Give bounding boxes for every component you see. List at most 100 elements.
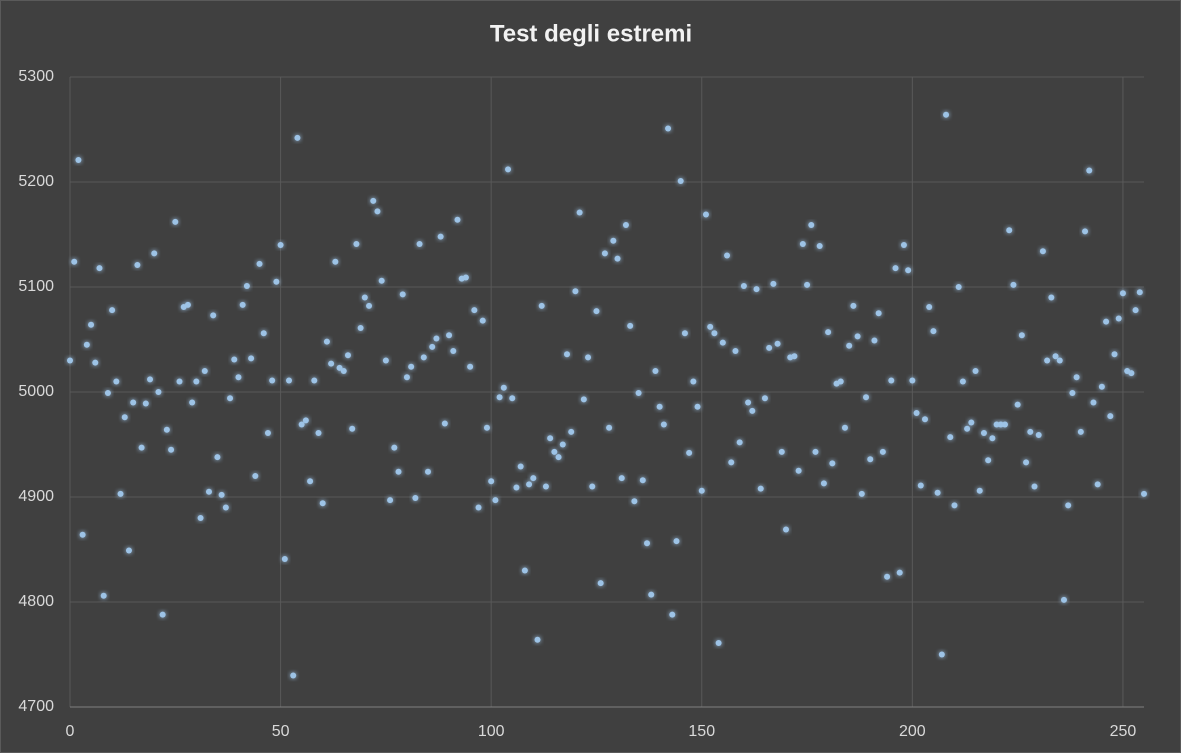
data-point — [1073, 374, 1080, 381]
data-point — [707, 323, 714, 330]
data-point — [227, 395, 234, 402]
data-point — [736, 439, 743, 446]
y-tick-label: 5100 — [18, 278, 54, 295]
data-point — [1039, 248, 1046, 255]
data-point — [130, 399, 137, 406]
data-point — [1048, 294, 1055, 301]
data-point — [370, 197, 377, 204]
data-point — [606, 424, 613, 431]
data-point — [281, 555, 288, 562]
data-point — [884, 573, 891, 580]
data-point — [585, 354, 592, 361]
data-point — [483, 424, 490, 431]
data-point — [298, 421, 305, 428]
x-tick-label: 100 — [478, 723, 505, 740]
data-point — [1031, 483, 1038, 490]
data-point — [113, 378, 120, 385]
data-point — [926, 303, 933, 310]
data-point — [917, 482, 924, 489]
data-point — [176, 378, 183, 385]
data-point — [652, 368, 659, 374]
data-point — [774, 340, 781, 347]
data-point — [837, 378, 844, 385]
data-point — [391, 444, 398, 451]
data-point — [639, 477, 646, 484]
data-point — [109, 307, 116, 314]
data-point — [715, 639, 722, 646]
data-point — [778, 448, 785, 455]
data-point — [1027, 428, 1034, 435]
data-point — [1103, 318, 1110, 325]
data-point — [222, 504, 229, 511]
data-point — [172, 218, 179, 225]
data-point — [686, 449, 693, 456]
data-point — [1014, 401, 1021, 408]
data-point — [631, 498, 638, 505]
data-point — [770, 280, 777, 287]
data-point — [433, 335, 440, 342]
data-point — [1010, 281, 1017, 288]
data-point — [479, 317, 486, 324]
data-point — [896, 569, 903, 576]
data-point — [1119, 290, 1126, 297]
data-point — [964, 425, 971, 432]
data-point — [951, 502, 958, 509]
data-point — [1065, 502, 1072, 509]
data-point — [441, 420, 448, 427]
data-point — [79, 531, 86, 538]
data-point — [67, 357, 73, 364]
data-point — [163, 426, 170, 433]
data-point — [349, 425, 356, 432]
data-point — [555, 454, 562, 461]
data-point — [1082, 228, 1089, 235]
data-point — [521, 567, 528, 574]
data-point — [71, 258, 78, 265]
y-tick-label: 4700 — [18, 698, 54, 715]
data-point — [374, 208, 381, 215]
data-point — [614, 255, 621, 262]
data-point — [121, 414, 128, 421]
data-point — [319, 500, 326, 507]
data-point — [968, 419, 975, 426]
data-point — [563, 351, 570, 358]
data-point — [496, 394, 503, 401]
data-point — [1060, 596, 1067, 603]
data-point — [142, 400, 149, 407]
data-point — [930, 328, 937, 335]
data-point — [1132, 307, 1139, 314]
data-point — [808, 222, 815, 229]
data-point — [753, 286, 760, 293]
x-tick-label: 150 — [688, 723, 715, 740]
data-point — [959, 378, 966, 385]
data-point — [783, 526, 789, 533]
data-point — [425, 468, 431, 475]
data-point — [677, 177, 684, 184]
data-point — [168, 446, 175, 453]
data-point — [559, 441, 566, 448]
data-point — [618, 475, 625, 482]
data-point — [622, 222, 629, 229]
data-point — [740, 282, 747, 289]
data-point — [450, 348, 457, 355]
data-point — [416, 240, 423, 247]
data-point — [1111, 351, 1118, 358]
data-point — [437, 233, 444, 240]
data-point — [353, 240, 360, 247]
data-point — [197, 515, 204, 521]
data-point — [1086, 167, 1093, 174]
x-tick-label: 50 — [272, 723, 290, 740]
data-point — [475, 504, 482, 511]
data-point — [408, 363, 415, 370]
data-point — [382, 357, 389, 364]
data-point — [248, 355, 255, 362]
data-point — [366, 302, 373, 309]
data-point — [513, 484, 520, 491]
data-point — [644, 540, 651, 547]
data-point — [757, 485, 764, 492]
data-point — [75, 156, 82, 163]
data-point — [568, 428, 575, 435]
data-point — [311, 377, 318, 384]
data-point — [1090, 399, 1097, 406]
data-point — [761, 395, 768, 402]
data-point — [593, 308, 600, 315]
